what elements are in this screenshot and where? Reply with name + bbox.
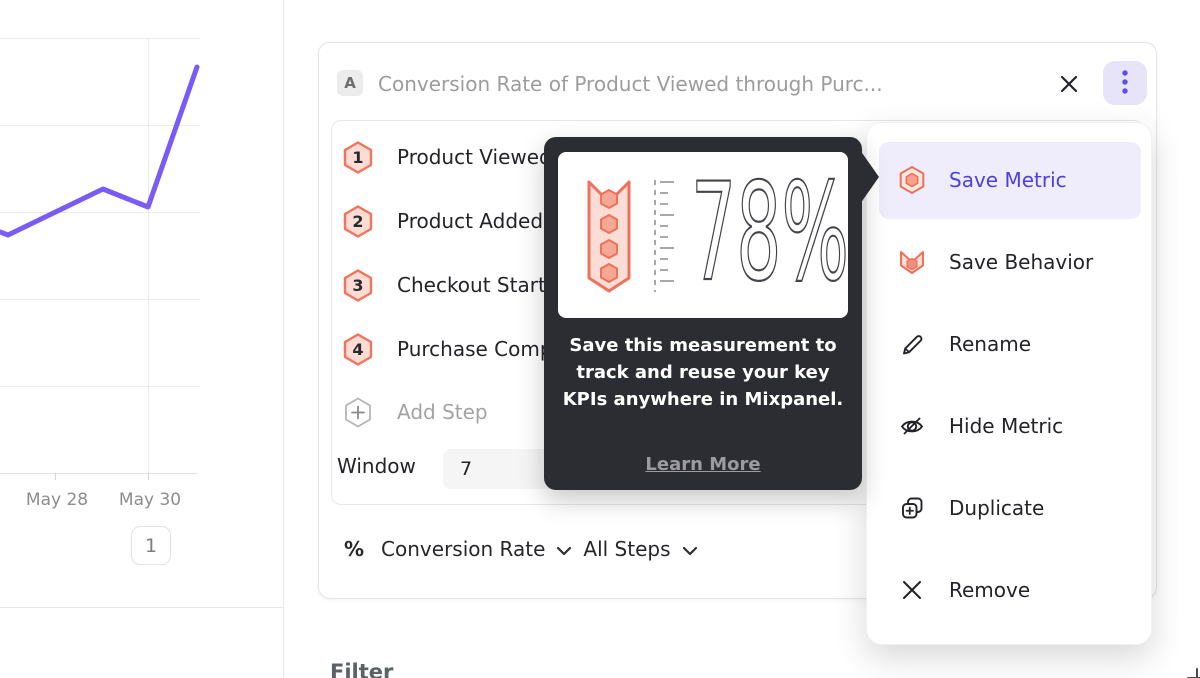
horizontal-divider: [0, 607, 283, 608]
pagination-badge[interactable]: 1: [131, 526, 171, 565]
add-step-button[interactable]: Add Step: [397, 400, 488, 424]
duplicate-icon: [897, 493, 927, 523]
menu-item-duplicate[interactable]: Duplicate: [879, 488, 1141, 528]
tooltip-message: Save this measurement to track and reuse…: [562, 335, 844, 410]
step-event-name[interactable]: Product Added: [397, 209, 544, 233]
tooltip-illustration-card: 78%: [558, 152, 848, 318]
filter-section-heading: Filter: [330, 660, 394, 678]
x-tick-label: May 30: [118, 490, 182, 510]
funnel-78-percent-illustration: 78%: [587, 153, 848, 312]
step-event-name[interactable]: Checkout Started: [397, 273, 571, 297]
vertical-divider: [283, 0, 284, 678]
remove-x-icon: [897, 575, 927, 605]
step-number-badge: 4: [343, 333, 373, 366]
metric-options-menu: Save Metric Save Behavior Rename: [866, 122, 1152, 645]
close-icon: [1060, 75, 1078, 93]
chevron-down-icon[interactable]: [556, 546, 572, 556]
headline-percentage: 78%: [691, 154, 848, 311]
chevron-down-icon[interactable]: [682, 546, 698, 556]
percent-icon: %: [344, 537, 365, 561]
window-label: Window: [337, 454, 416, 478]
step-number-badge: 2: [343, 205, 373, 238]
save-metric-tooltip: 78% Save this measurement to track and r…: [544, 137, 862, 490]
metric-controls-row: % Conversion Rate All Steps: [344, 537, 698, 561]
add-filter-button[interactable]: [1186, 667, 1200, 678]
menu-item-save-metric[interactable]: Save Metric: [879, 160, 1141, 200]
conversion-line-chart: [0, 38, 200, 480]
menu-item-remove[interactable]: Remove: [879, 570, 1141, 610]
learn-more-link[interactable]: Learn More: [645, 454, 761, 475]
steps-scope-dropdown[interactable]: All Steps: [583, 537, 671, 561]
eye-off-icon: [897, 411, 927, 441]
pencil-icon: [897, 329, 927, 359]
menu-item-save-behavior[interactable]: Save Behavior: [879, 242, 1141, 282]
step-number-badge: 3: [343, 269, 373, 302]
add-step-icon: [343, 396, 373, 429]
series-badge: A: [337, 70, 363, 96]
step-number-badge: 1: [343, 141, 373, 174]
kebab-menu-icon: [1122, 70, 1128, 94]
more-options-button[interactable]: [1103, 61, 1147, 105]
metric-type-dropdown[interactable]: Conversion Rate: [381, 537, 546, 561]
tooltip-arrow: [860, 150, 879, 204]
x-tick-label: May 28: [25, 490, 89, 510]
menu-item-hide-metric[interactable]: Hide Metric: [879, 406, 1141, 446]
save-metric-icon: [897, 165, 927, 195]
panel-title: Conversion Rate of Product Viewed throug…: [378, 72, 883, 96]
chart-line-series: [0, 64, 200, 238]
close-button[interactable]: [1055, 70, 1083, 98]
save-behavior-icon: [897, 247, 927, 277]
menu-item-rename[interactable]: Rename: [879, 324, 1141, 364]
plus-icon: [1187, 668, 1200, 678]
step-event-name[interactable]: Product Viewed: [397, 145, 552, 169]
